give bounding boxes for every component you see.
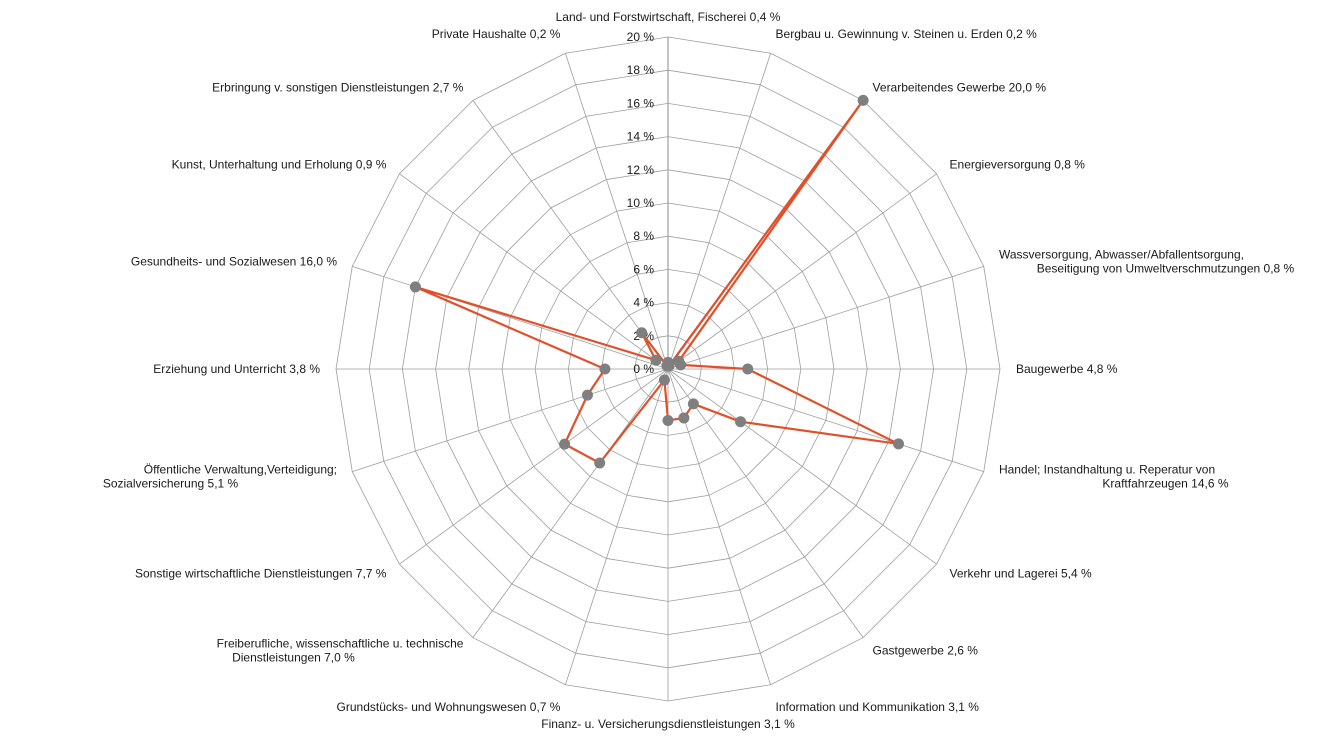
category-label-line: Gastgewerbe 2,6 % bbox=[873, 644, 979, 658]
grid-spoke bbox=[472, 100, 669, 370]
category-label-line: Bergbau u. Gewinnung v. Steinen u. Erden… bbox=[776, 27, 1038, 41]
tick-label: 16 % bbox=[627, 96, 655, 110]
category-label: Energieversorgung 0,8 % bbox=[950, 157, 1086, 171]
category-label: Grundstücks- und Wohnungswesen 0,7 % bbox=[337, 700, 561, 714]
category-label-line: Verarbeitendes Gewerbe 20,0 % bbox=[873, 80, 1047, 94]
data-point bbox=[857, 94, 869, 106]
category-label: Gastgewerbe 2,6 % bbox=[873, 644, 979, 658]
data-point bbox=[687, 398, 699, 410]
category-label: Finanz- u. Versicherungsdienstleistungen… bbox=[541, 717, 795, 731]
grid-spoke bbox=[472, 368, 669, 638]
tick-label: 6 % bbox=[633, 262, 654, 276]
grid-spoke bbox=[667, 266, 984, 370]
category-label: Erziehung und Unterricht 3,8 % bbox=[153, 362, 320, 376]
data-point bbox=[675, 359, 687, 371]
category-label: Bergbau u. Gewinnung v. Steinen u. Erden… bbox=[776, 27, 1038, 41]
data-point bbox=[650, 354, 662, 366]
tick-label: 18 % bbox=[627, 63, 655, 77]
tick-label: 12 % bbox=[627, 163, 655, 177]
category-label-line: Kunst, Unterhaltung und Erholung 0,9 % bbox=[172, 157, 387, 171]
tick-label: 0 % bbox=[633, 362, 654, 376]
category-label: Verkehr und Lagerei 5,4 % bbox=[950, 567, 1092, 581]
grid-spoke bbox=[352, 368, 669, 472]
grid-spoke bbox=[667, 53, 771, 370]
category-label: Handel; Instandhaltung u. Reperatur von K… bbox=[999, 463, 1229, 491]
data-point bbox=[594, 457, 606, 469]
category-label-line: Sonstige wirtschaftliche Dienstleistunge… bbox=[135, 567, 387, 581]
category-label: Baugewerbe 4,8 % bbox=[1016, 362, 1118, 376]
data-point bbox=[599, 363, 611, 375]
category-label: Kunst, Unterhaltung und Erholung 0,9 % bbox=[172, 157, 387, 171]
tick-label: 20 % bbox=[627, 30, 655, 44]
category-label-line: Öffentliche Verwaltung,Verteidigung; bbox=[144, 463, 337, 477]
category-label: Information und Kommunikation 3,1 % bbox=[776, 700, 980, 714]
category-label-line: Kraftfahrzeugen 14,6 % bbox=[1102, 477, 1228, 491]
category-label: Verarbeitendes Gewerbe 20,0 % bbox=[873, 80, 1047, 94]
data-point bbox=[678, 412, 690, 424]
category-label: Gesundheits- und Sozialwesen 16,0 % bbox=[131, 254, 337, 268]
category-label-line: Wassversorgung, Abwasser/Abfallentsorgun… bbox=[999, 247, 1244, 261]
category-label-line: Grundstücks- und Wohnungswesen 0,7 % bbox=[337, 700, 561, 714]
category-label-line: Erbringung v. sonstigen Dienstleistungen… bbox=[212, 80, 464, 94]
grid-spoke bbox=[667, 368, 937, 565]
category-label-line: Freiberufliche, wissenschaftliche u. tec… bbox=[217, 637, 464, 651]
category-label-layer: Land- und Forstwirtschaft, Fischerei 0,4… bbox=[103, 10, 1295, 731]
data-point bbox=[658, 374, 670, 386]
data-point bbox=[581, 389, 593, 401]
grid-spoke bbox=[565, 53, 669, 370]
tick-label: 8 % bbox=[633, 229, 654, 243]
grid-spoke bbox=[667, 368, 864, 638]
grid-spoke bbox=[667, 173, 937, 370]
tick-label: 10 % bbox=[627, 196, 655, 210]
category-label-line: Energieversorgung 0,8 % bbox=[950, 157, 1086, 171]
series-layer bbox=[409, 94, 904, 469]
category-label: Land- und Forstwirtschaft, Fischerei 0,4… bbox=[556, 10, 781, 24]
data-point bbox=[893, 438, 904, 450]
category-label-line: Baugewerbe 4,8 % bbox=[1016, 362, 1118, 376]
category-label-line: Dienstleistungen 7,0 % bbox=[232, 651, 355, 665]
category-label-line: Sozialversicherung 5,1 % bbox=[103, 477, 239, 491]
data-series-line bbox=[414, 99, 900, 465]
category-label-line: Erziehung und Unterricht 3,8 % bbox=[153, 362, 320, 376]
data-point bbox=[661, 360, 673, 372]
category-label: Private Haushalte 0,2 % bbox=[432, 27, 561, 41]
category-label: Sonstige wirtschaftliche Dienstleistunge… bbox=[135, 567, 387, 581]
data-point bbox=[559, 438, 571, 450]
category-label-line: Verkehr und Lagerei 5,4 % bbox=[950, 567, 1092, 581]
data-point bbox=[409, 281, 421, 293]
category-label-line: Private Haushalte 0,2 % bbox=[432, 27, 561, 41]
grid-spoke bbox=[399, 368, 669, 565]
tick-label: 4 % bbox=[633, 296, 654, 310]
grid-spoke bbox=[667, 368, 984, 472]
category-label: Öffentliche Verwaltung,Verteidigung; Sozi… bbox=[103, 463, 337, 491]
category-label-line: Finanz- u. Versicherungsdienstleistungen… bbox=[541, 717, 795, 731]
data-point bbox=[735, 416, 747, 428]
tick-label: 14 % bbox=[627, 130, 655, 144]
grid-spoke bbox=[399, 173, 669, 370]
category-label: Freiberufliche, wissenschaftliche u. tec… bbox=[217, 637, 464, 665]
data-point bbox=[742, 363, 754, 375]
category-label-line: Beseitigung von Umweltverschmutzungen 0,… bbox=[1037, 261, 1295, 275]
category-label: Wassversorgung, Abwasser/Abfallentsorgun… bbox=[999, 247, 1295, 275]
category-label-line: Information und Kommunikation 3,1 % bbox=[776, 700, 980, 714]
grid-spoke bbox=[565, 368, 669, 685]
data-point bbox=[636, 327, 648, 339]
category-label: Erbringung v. sonstigen Dienstleistungen… bbox=[212, 80, 464, 94]
category-label-line: Land- und Forstwirtschaft, Fischerei 0,4… bbox=[556, 10, 781, 24]
tick-label-layer: 0 %2 %4 %6 %8 %10 %12 %14 %16 %18 %20 % bbox=[627, 30, 655, 376]
category-label-line: Gesundheits- und Sozialwesen 16,0 % bbox=[131, 254, 337, 268]
category-label-line: Handel; Instandhaltung u. Reperatur von bbox=[999, 463, 1215, 477]
data-point bbox=[662, 414, 674, 426]
grid-spoke bbox=[352, 266, 669, 370]
